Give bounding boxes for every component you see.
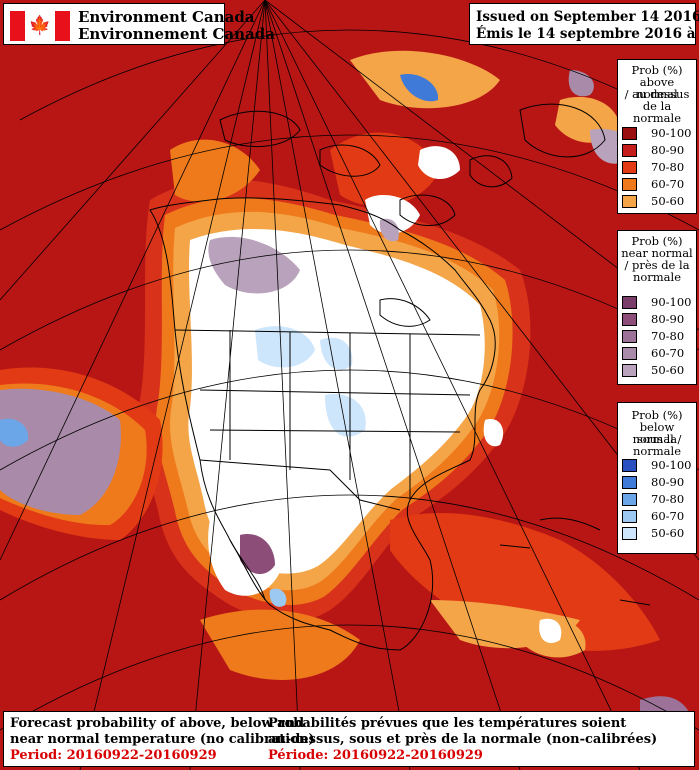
legend-swatch bbox=[622, 178, 637, 191]
legend-label: 70-80 bbox=[651, 160, 685, 174]
agency-name-fr: Environnement Canada bbox=[78, 25, 275, 43]
legend-item: 60-70 bbox=[622, 346, 696, 361]
legend-item: 70-80 bbox=[622, 329, 696, 344]
legend-label: 80-90 bbox=[651, 475, 685, 489]
legend-swatch bbox=[622, 144, 637, 157]
legend-item: 70-80 bbox=[622, 160, 696, 175]
legend-label: 80-90 bbox=[651, 312, 685, 326]
legend-item: 60-70 bbox=[622, 509, 696, 524]
legend-item: 90-100 bbox=[622, 458, 696, 473]
period-fr: Période: 20160922-20160929 bbox=[268, 748, 483, 763]
legend-item: 70-80 bbox=[622, 492, 696, 507]
legend-swatch bbox=[622, 527, 637, 540]
legend-title-line: / au dessus bbox=[624, 87, 690, 101]
legend-swatch bbox=[622, 347, 637, 360]
legend-swatch bbox=[622, 195, 637, 208]
legend-label: 80-90 bbox=[651, 143, 685, 157]
legend-swatch bbox=[622, 493, 637, 506]
legend-swatch bbox=[622, 161, 637, 174]
description-fr-line2: au-dessus, sous et près de la normale (n… bbox=[268, 732, 658, 747]
legend-label: 70-80 bbox=[651, 329, 685, 343]
legend-below-normal: Prob (%) below normal / sous la normale … bbox=[617, 402, 697, 554]
below-normal-field bbox=[0, 74, 439, 607]
agency-header: 🍁 Environment Canada Environnement Canad… bbox=[3, 3, 275, 45]
near-normal-field bbox=[0, 70, 633, 575]
legend-above-normal: Prob (%) above normal / au dessus de la … bbox=[617, 59, 697, 214]
legend-label: 60-70 bbox=[651, 509, 685, 523]
legend-item: 80-90 bbox=[622, 143, 696, 158]
legend-item: 50-60 bbox=[622, 526, 696, 541]
legend-label: 90-100 bbox=[651, 458, 692, 472]
legend-swatch bbox=[622, 459, 637, 472]
legend-item: 80-90 bbox=[622, 475, 696, 490]
canada-flag-icon: 🍁 bbox=[10, 11, 70, 41]
legend-swatch bbox=[622, 330, 637, 343]
legend-swatch bbox=[622, 364, 637, 377]
legend-label: 60-70 bbox=[651, 177, 685, 191]
legend-label: 50-60 bbox=[651, 194, 685, 208]
agency-name-en: Environment Canada bbox=[78, 8, 255, 26]
period-en: Period: 20160922-20160929 bbox=[10, 748, 217, 763]
legend-swatch bbox=[622, 476, 637, 489]
legend-item: 50-60 bbox=[622, 363, 696, 378]
legend-title-line: above normal bbox=[636, 75, 678, 101]
legend-item: 90-100 bbox=[622, 295, 696, 310]
legend-item: 80-90 bbox=[622, 312, 696, 327]
legend-label: 70-80 bbox=[651, 492, 685, 506]
legend-item: 60-70 bbox=[622, 177, 696, 192]
issue-date-header: Issued on September 14 2016 at 00Z Émis … bbox=[469, 3, 699, 45]
legend-title-line: near normal bbox=[621, 246, 693, 260]
legend-title-line: sous la normale bbox=[632, 432, 682, 458]
legend-swatch bbox=[622, 127, 637, 140]
legend-title-line: de la normale bbox=[632, 99, 682, 125]
description-en-line2: near normal temperature (no calibration) bbox=[10, 732, 315, 747]
issued-date-en: Issued on September 14 2016 at 00Z bbox=[476, 9, 699, 25]
legend-label: 90-100 bbox=[651, 295, 692, 309]
legend-title-line: / près de la bbox=[624, 258, 690, 272]
legend-title-line: normale bbox=[632, 270, 682, 284]
legend-title-line: Prob (%) bbox=[631, 234, 683, 248]
description-en-line1: Forecast probability of above, below and bbox=[10, 716, 305, 731]
legend-label: 50-60 bbox=[651, 363, 685, 377]
legend-label: 50-60 bbox=[651, 526, 685, 540]
legend-title-line: below normal / bbox=[632, 420, 682, 446]
issued-date-fr: Émis le 14 septembre 2016 à 00Z bbox=[476, 26, 699, 42]
coastlines bbox=[149, 103, 651, 651]
forecast-description-footer: Forecast probability of above, below and… bbox=[3, 711, 695, 767]
legend-swatch bbox=[622, 296, 637, 309]
legend-swatch bbox=[622, 510, 637, 523]
legend-item: 50-60 bbox=[622, 194, 696, 209]
legend-label: 60-70 bbox=[651, 346, 685, 360]
legend-near-normal: Prob (%) near normal / près de la normal… bbox=[617, 230, 697, 385]
legend-title-line: Prob (%) bbox=[631, 408, 683, 422]
legend-item: 90-100 bbox=[622, 126, 696, 141]
legend-title-line: Prob (%) bbox=[631, 63, 683, 77]
legend-swatch bbox=[622, 313, 637, 326]
legend-label: 90-100 bbox=[651, 126, 692, 140]
description-fr-line1: Probabilités prévues que les température… bbox=[268, 716, 627, 731]
